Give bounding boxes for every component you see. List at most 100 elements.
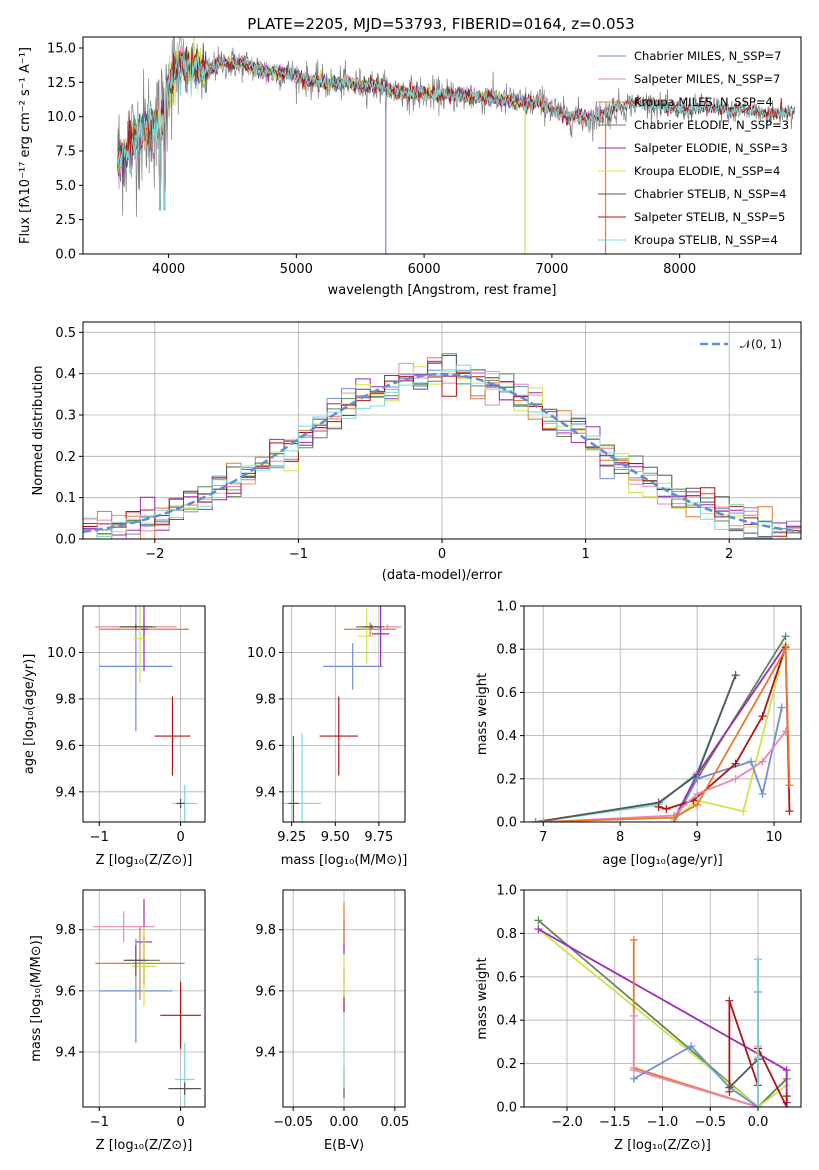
y-tick-label: 12.5 — [47, 76, 76, 91]
series-marker — [531, 818, 540, 822]
series-marker — [731, 759, 740, 768]
y-tick-label: 9.4 — [255, 785, 276, 800]
series-marker — [670, 813, 679, 822]
x-tick-label: 9.25 — [277, 830, 306, 845]
series-marker — [785, 781, 794, 790]
axes-frame — [282, 889, 406, 1108]
age_vs_mass-plot-area — [283, 606, 402, 822]
series-marker — [758, 789, 767, 798]
y-tick-label: 9.8 — [55, 692, 76, 707]
y-tick-label: 9.8 — [255, 692, 276, 707]
y-tick-label: 0.0 — [55, 248, 76, 263]
y-tick-label: 10.0 — [247, 646, 276, 661]
y-tick-label: 0.6 — [496, 970, 517, 985]
x-tick-label: 8 — [616, 830, 624, 845]
massweight_vs_Z-panel: −2.0 −1.5 −1.0 −0.5 0.0 0.0 0.2 0.4 0.6 0.8 1.0 Z [… — [475, 884, 802, 1153]
series-marker — [534, 916, 543, 925]
series-kroupa_miles — [629, 935, 763, 1107]
model-spectrum-chabrier_elodie — [117, 49, 527, 211]
y-axis-label: age [log₁₀(age/yr)] — [22, 654, 37, 775]
spectrum-panel: 4000 5000 6000 7000 8000 0.0 2.5 5.0 7.5 10.0 12.5… — [18, 36, 802, 298]
legend-label: Kroupa MILES, N_SSP=4 — [634, 95, 773, 109]
axes-frame — [523, 605, 802, 823]
legend: Chabrier MILES, N_SSP=7 Salpeter MILES, N… — [598, 49, 789, 247]
y-tick-label: 9.6 — [55, 984, 76, 999]
axes-frame — [82, 321, 802, 540]
series-marker — [731, 774, 740, 783]
y-tick-label: 15.0 — [47, 41, 76, 56]
x-axis-label: (data-model)/error — [382, 568, 503, 583]
x-tick-label: 0.0 — [748, 1115, 769, 1130]
x-tick-label: −1.5 — [599, 1115, 631, 1130]
x-tick-label: −0.5 — [694, 1115, 726, 1130]
errorbar-chabrier_stelib — [119, 624, 153, 630]
y-tick-label: 9.6 — [55, 739, 76, 754]
errorbar-salpeter_elodie — [139, 606, 149, 672]
series-chabrier_stelib — [725, 955, 763, 1092]
series-line — [633, 992, 759, 1107]
legend-label: Salpeter MILES, N_SSP=7 — [634, 72, 780, 86]
errorbar-salpeter_stelib — [154, 696, 191, 776]
x-tick-label: 6000 — [408, 262, 441, 277]
y-axis-label: Flux [fλ10⁻¹⁷ erg cm⁻² s⁻¹ A⁻¹] — [18, 47, 33, 244]
series-marker — [782, 1092, 791, 1101]
y-axis-label: mass [log₁₀(M/M⊙)] — [29, 935, 44, 1062]
errorbar-chabrier_stelib — [363, 624, 381, 630]
massweight_vs_Z-plot-area — [534, 916, 791, 1107]
errorbar-chabrier_miles — [323, 643, 383, 690]
y-tick-label: 0.0 — [496, 816, 517, 831]
series-line — [658, 646, 791, 812]
x-tick-label: 0 — [176, 1115, 184, 1130]
x-tick-label: −1 — [90, 1115, 109, 1130]
legend-label: Salpeter STELIB, N_SSP=5 — [634, 210, 785, 224]
x-axis-label: age [log₁₀(age/yr)] — [602, 853, 723, 868]
series-marker — [782, 1103, 791, 1107]
y-axis-label: Normed distribution — [31, 366, 46, 496]
y-tick-label: 0.3 — [55, 409, 76, 424]
y-tick-label: 0.4 — [55, 367, 76, 382]
y-tick-label: 0.0 — [55, 533, 76, 548]
axes-frame — [282, 605, 406, 823]
x-tick-label: 8000 — [663, 262, 696, 277]
series-marker — [758, 712, 767, 721]
age_vs_mass-panel: 9.25 9.50 9.75 9.4 9.6 9.8 10.0 mass [log₁₀(M/M… — [247, 605, 407, 868]
legend-label: Chabrier ELODIE, N_SSP=3 — [634, 118, 789, 132]
series-marker — [746, 757, 755, 766]
series-marker — [754, 955, 763, 964]
y-tick-label: 0.8 — [496, 927, 517, 942]
legend-label: Kroupa STELIB, N_SSP=4 — [634, 233, 778, 247]
errorbar-kroupa_miles — [95, 926, 185, 1001]
x-tick-label: 0.00 — [330, 1115, 359, 1130]
y-tick-label: 9.8 — [255, 923, 276, 938]
chart-title: PLATE=2205, MJD=53793, FIBERID=0164, z=0… — [247, 15, 634, 33]
y-tick-label: 2.5 — [55, 213, 76, 228]
series-marker — [739, 807, 748, 816]
series-marker — [725, 1083, 734, 1092]
y-tick-label: 9.4 — [255, 1045, 276, 1060]
x-tick-label: −1 — [289, 547, 308, 562]
series-line — [535, 674, 737, 822]
y-tick-label: 0.4 — [496, 1014, 517, 1029]
series-marker — [725, 996, 734, 1005]
y-tick-label: 7.5 — [55, 144, 76, 159]
y-axis-label: mass weight — [475, 673, 490, 755]
axes-frame — [523, 889, 802, 1108]
x-tick-label: −1 — [90, 830, 109, 845]
errorbar-kroupa_stelib — [174, 1042, 195, 1107]
y-tick-label: 0.4 — [496, 729, 517, 744]
y-axis-label: mass weight — [475, 957, 490, 1039]
series-marker — [731, 671, 740, 680]
series-line — [673, 644, 787, 821]
x-axis-label: Z [log₁₀(Z/Z⊙)] — [96, 1138, 193, 1153]
legend-label: Chabrier MILES, N_SSP=7 — [634, 49, 781, 63]
series-marker — [629, 1066, 638, 1075]
legend-label: Kroupa ELODIE, N_SSP=4 — [634, 164, 780, 178]
y-tick-label: 10.0 — [47, 646, 76, 661]
y-tick-label: 0.2 — [496, 1057, 517, 1072]
age_vs_Z-plot-area — [95, 606, 197, 822]
x-axis-label: E(B-V) — [324, 1138, 364, 1153]
y-tick-label: 10.0 — [47, 110, 76, 125]
legend-label: Chabrier STELIB, N_SSP=4 — [634, 187, 786, 201]
y-tick-label: 1.0 — [496, 600, 517, 615]
x-tick-label: 9.75 — [364, 830, 393, 845]
